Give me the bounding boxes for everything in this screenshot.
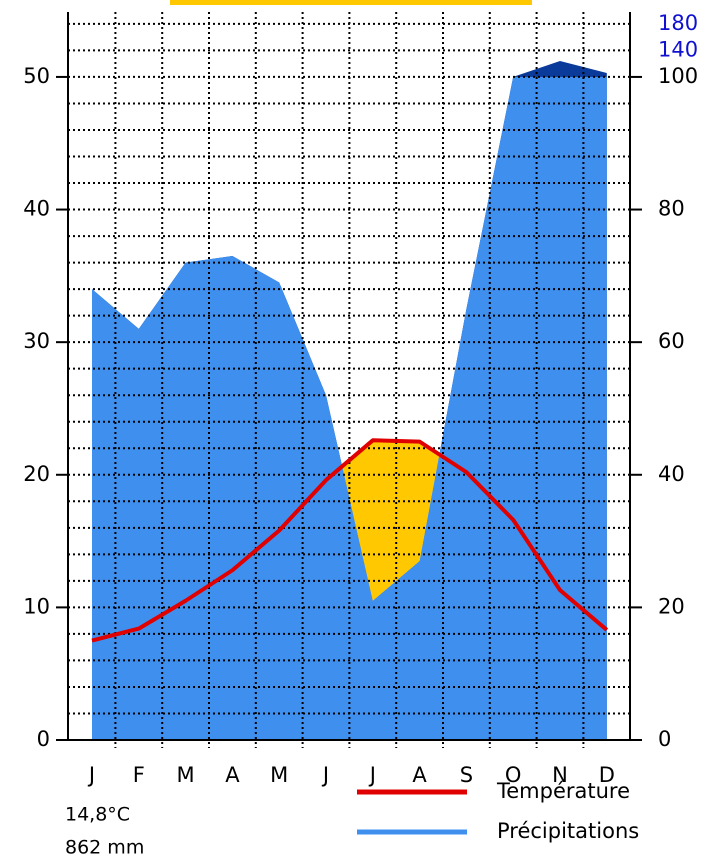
- y-tick-label: 20: [23, 462, 50, 486]
- y-tick-label: 10: [23, 594, 50, 618]
- x-tick-label: A: [412, 763, 427, 787]
- y2-tick-label: 100: [658, 64, 698, 88]
- total-precipitation: 862 mm: [65, 837, 144, 859]
- legend-label: Précipitations: [497, 819, 639, 843]
- y-tick-label: 0: [37, 727, 50, 751]
- title-bar: [170, 0, 532, 5]
- precipitation-area: [92, 76, 607, 740]
- mean-temperature: 14,8°C: [65, 804, 130, 826]
- legend-label: Température: [496, 779, 630, 803]
- x-tick-label: J: [321, 763, 329, 787]
- x-tick-label: J: [87, 763, 95, 787]
- y-tick-label: 40: [23, 197, 50, 221]
- y2-tick-label: 40: [658, 462, 685, 486]
- y-tick-label: 30: [23, 329, 50, 353]
- x-tick-label: S: [460, 763, 473, 787]
- y2-tick-label: 20: [658, 594, 685, 618]
- x-tick-label: M: [177, 763, 195, 787]
- y2-tick-label: 60: [658, 329, 685, 353]
- x-tick-label: N: [552, 763, 568, 787]
- x-tick-label: F: [133, 763, 145, 787]
- y2-tick-label: 0: [658, 727, 671, 751]
- y-tick-label: 50: [23, 64, 50, 88]
- x-tick-label: J: [368, 763, 376, 787]
- x-tick-label: A: [225, 763, 240, 787]
- y2-tick-label: 80: [658, 197, 685, 221]
- x-tick-label: D: [599, 763, 615, 787]
- x-tick-label: M: [270, 763, 288, 787]
- temperature-line: [91, 438, 609, 643]
- y2-tick-label: 140: [658, 37, 698, 61]
- y2-tick-label: 180: [658, 11, 698, 35]
- x-tick-label: O: [505, 763, 522, 787]
